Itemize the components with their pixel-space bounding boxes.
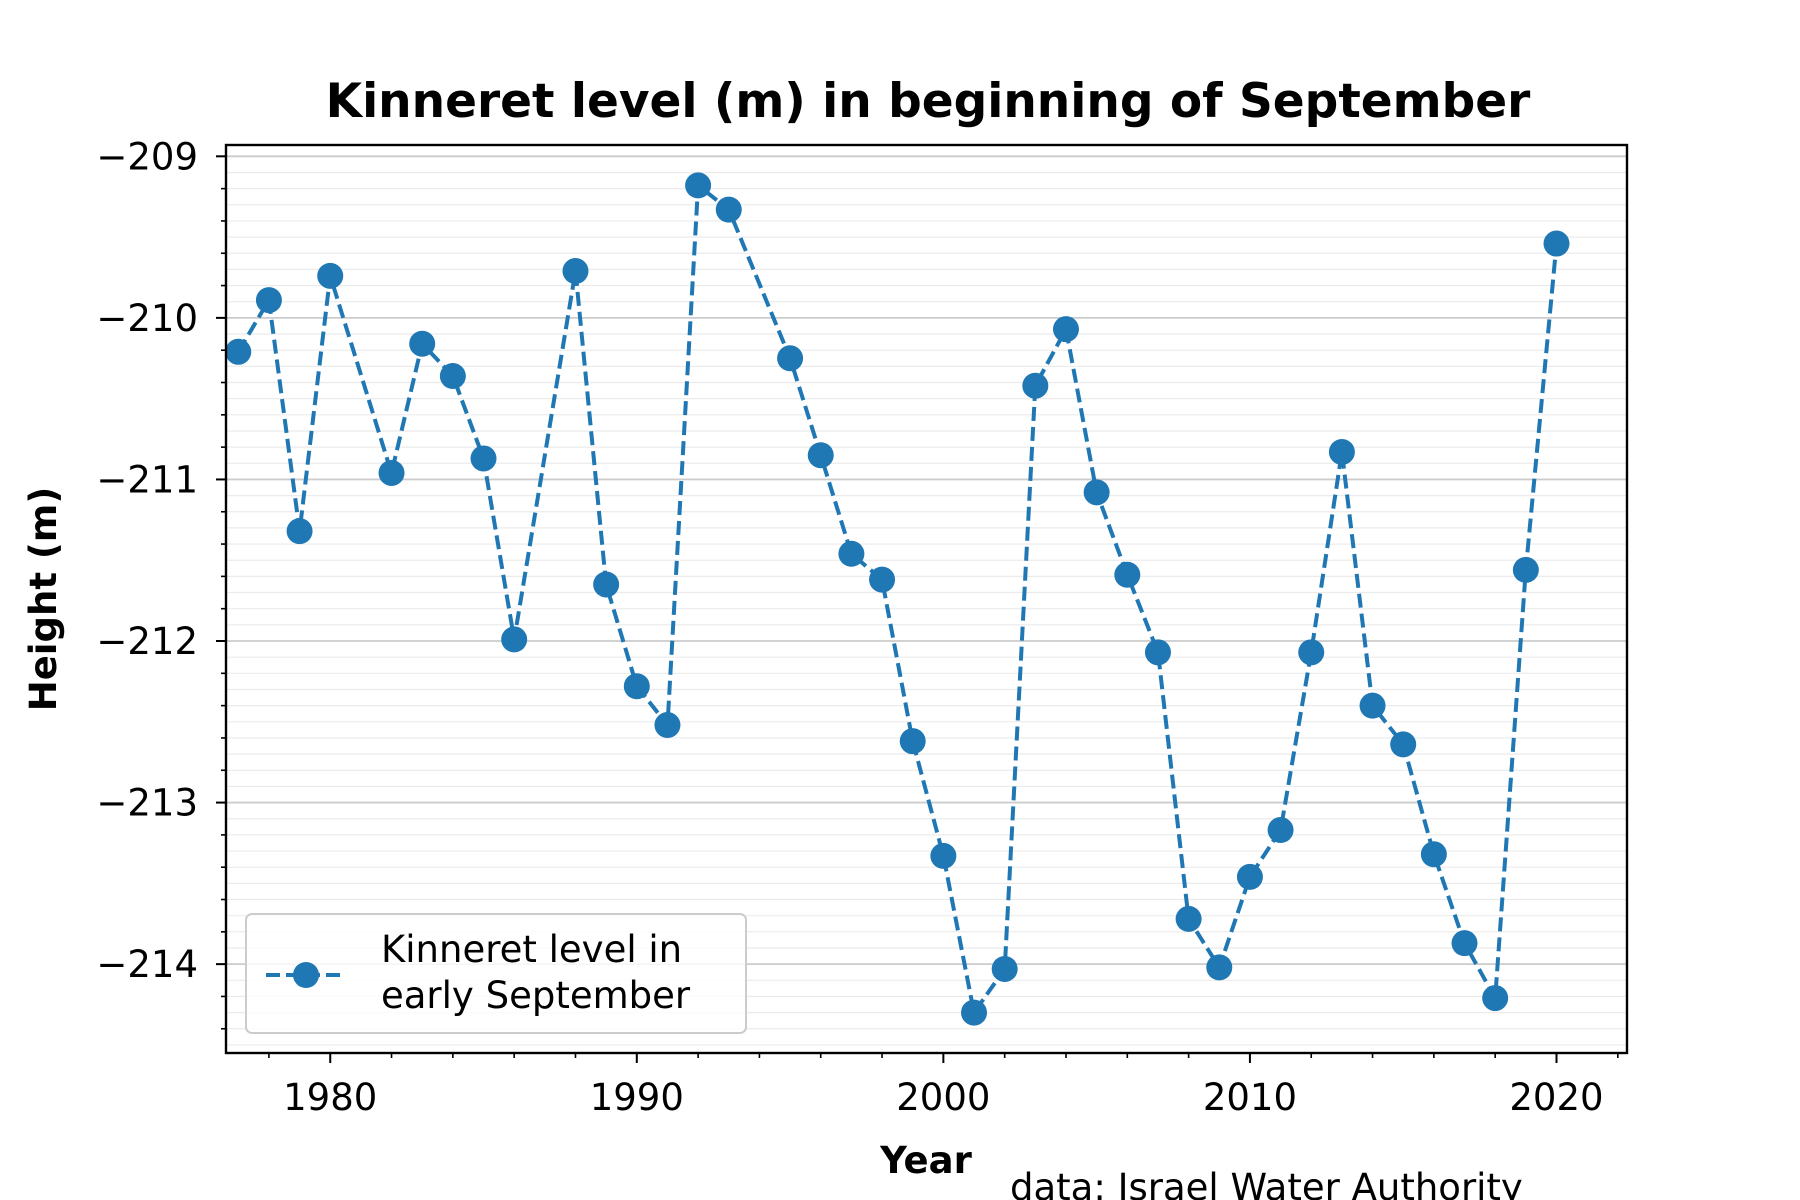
data-point bbox=[899, 728, 926, 755]
y-tick-label: −213 bbox=[96, 782, 198, 825]
data-point bbox=[961, 999, 988, 1026]
data-point bbox=[1359, 692, 1386, 719]
data-point bbox=[715, 196, 742, 223]
legend-label-line-2: early September bbox=[381, 974, 691, 1017]
data-point bbox=[1236, 863, 1263, 890]
y-tick-label: −214 bbox=[96, 943, 198, 986]
x-tick-label: 2000 bbox=[896, 1076, 990, 1119]
plot-area bbox=[226, 145, 1627, 1053]
data-point bbox=[1543, 230, 1570, 257]
data-point bbox=[869, 566, 896, 593]
data-point bbox=[1022, 372, 1049, 399]
x-tick-label: 1980 bbox=[283, 1076, 377, 1119]
axis-ticks: −209 −210 −211 −212 −213 −214 1980 1990 2000 2010… bbox=[96, 135, 1619, 1119]
data-point bbox=[1083, 479, 1110, 506]
data-point bbox=[286, 518, 313, 545]
data-point bbox=[838, 540, 865, 567]
data-point bbox=[1175, 905, 1202, 932]
data-point bbox=[654, 712, 681, 739]
data-point bbox=[562, 258, 589, 285]
data-point bbox=[777, 345, 804, 372]
data-point bbox=[991, 955, 1018, 982]
data-point bbox=[439, 363, 466, 390]
y-tick-label: −211 bbox=[96, 458, 198, 501]
data-point bbox=[1052, 316, 1079, 343]
x-tick-label: 1990 bbox=[590, 1076, 684, 1119]
data-point bbox=[409, 330, 436, 357]
x-tick-label: 2020 bbox=[1509, 1076, 1603, 1119]
data-point bbox=[378, 459, 405, 486]
data-point bbox=[1451, 930, 1478, 957]
legend-box bbox=[245, 913, 747, 1034]
data-point bbox=[1482, 985, 1509, 1012]
data-point bbox=[1206, 954, 1233, 981]
legend: Kinneret level in early September bbox=[245, 913, 747, 1034]
data-point bbox=[1390, 731, 1417, 758]
series-line bbox=[236, 183, 1559, 1015]
data-point bbox=[317, 262, 344, 289]
x-axis-label: Year bbox=[879, 1139, 972, 1182]
data-point bbox=[1420, 841, 1447, 868]
data-point bbox=[1144, 639, 1171, 666]
y-tick-label: −210 bbox=[96, 297, 198, 340]
data-point bbox=[1114, 561, 1141, 588]
y-axis-label: Height (m) bbox=[22, 487, 65, 712]
y-tick-label: −212 bbox=[96, 620, 198, 663]
data-point bbox=[1512, 556, 1539, 583]
data-point bbox=[225, 338, 252, 365]
data-point bbox=[1298, 639, 1325, 666]
legend-label-line-1: Kinneret level in bbox=[381, 928, 682, 971]
chart-title: Kinneret level (m) in beginning of Septe… bbox=[326, 74, 1531, 129]
data-point bbox=[623, 673, 650, 700]
data-point bbox=[501, 626, 528, 653]
legend-marker-swatch bbox=[293, 962, 319, 988]
data-point bbox=[1328, 438, 1355, 465]
data-series bbox=[225, 172, 1570, 1026]
data-point bbox=[930, 842, 957, 869]
x-tick-label: 2010 bbox=[1203, 1076, 1297, 1119]
data-point bbox=[470, 445, 497, 472]
y-tick-label: −209 bbox=[96, 135, 198, 178]
data-point bbox=[1267, 817, 1294, 844]
plot-frame bbox=[224, 143, 1629, 1055]
data-point bbox=[255, 287, 282, 314]
data-point bbox=[807, 442, 834, 469]
data-point bbox=[593, 571, 620, 598]
data-point bbox=[685, 172, 712, 199]
source-note: data: Israel Water Authority bbox=[1010, 1166, 1523, 1200]
